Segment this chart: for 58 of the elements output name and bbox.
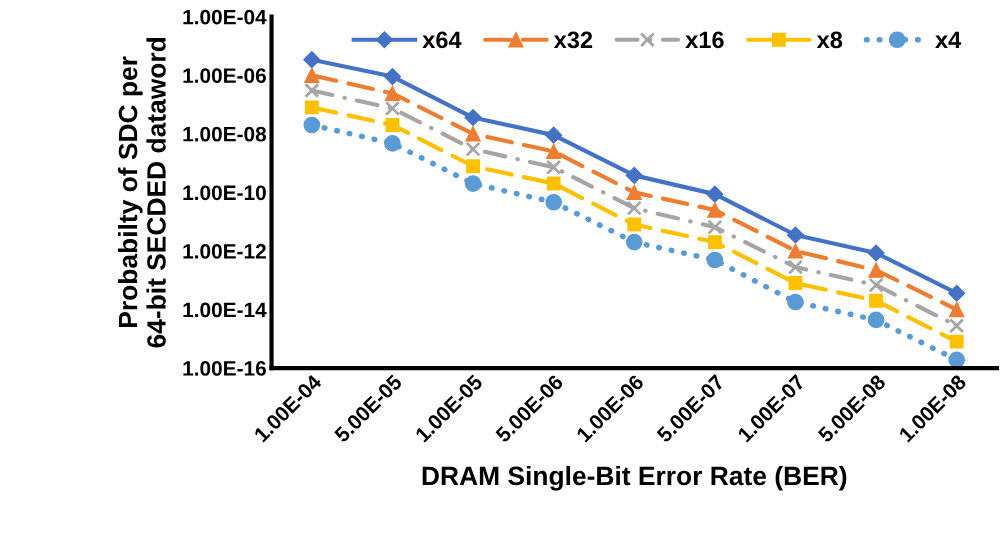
point bbox=[384, 135, 401, 152]
point bbox=[868, 262, 884, 278]
point bbox=[545, 193, 562, 211]
point bbox=[465, 141, 481, 157]
point bbox=[786, 226, 805, 244]
point bbox=[464, 108, 482, 127]
y-tick-label: 1.00E-08 bbox=[183, 126, 267, 142]
point bbox=[949, 301, 965, 318]
point bbox=[384, 85, 401, 102]
point bbox=[626, 184, 642, 201]
y-tick-label: 1.00E-14 bbox=[183, 302, 267, 318]
point bbox=[867, 311, 885, 329]
point bbox=[546, 159, 562, 175]
point bbox=[304, 82, 320, 99]
point bbox=[465, 126, 481, 142]
point bbox=[303, 116, 321, 134]
point bbox=[625, 166, 643, 184]
point bbox=[546, 176, 561, 191]
point bbox=[464, 175, 482, 192]
x-axis-title: DRAM Single-Bit Error Rate (BER) bbox=[422, 465, 847, 491]
point bbox=[707, 219, 723, 235]
point bbox=[304, 67, 320, 83]
y-tick-label: 1.00E-12 bbox=[183, 243, 266, 259]
point bbox=[545, 126, 563, 144]
y-tick-label: 1.00E-16 bbox=[183, 361, 266, 376]
point bbox=[949, 318, 965, 334]
point bbox=[384, 100, 401, 116]
point bbox=[788, 276, 803, 291]
y-tick-label: 1.00E-10 bbox=[183, 185, 266, 201]
point bbox=[383, 68, 402, 86]
point bbox=[868, 277, 884, 293]
y-tick-label: 1.00E-06 bbox=[183, 68, 266, 83]
point bbox=[707, 202, 723, 218]
point bbox=[707, 235, 722, 250]
point bbox=[385, 118, 400, 132]
point bbox=[949, 334, 964, 349]
point bbox=[546, 143, 562, 160]
point bbox=[304, 100, 319, 115]
point bbox=[625, 233, 643, 251]
point bbox=[787, 293, 804, 311]
point bbox=[787, 243, 804, 259]
y-axis-title: Probabilty of SDC per 64-bit SECDED dataword bbox=[118, 37, 166, 348]
point bbox=[869, 293, 884, 308]
point bbox=[948, 284, 966, 302]
legend-label: x16 bbox=[685, 31, 724, 49]
y-tick-label: 1.00E-04 bbox=[183, 9, 267, 25]
point bbox=[787, 259, 804, 275]
point bbox=[303, 51, 321, 69]
point bbox=[706, 251, 724, 269]
point bbox=[706, 185, 724, 203]
legend-label: x4 bbox=[935, 31, 962, 49]
point bbox=[867, 244, 885, 262]
legend-label: x32 bbox=[553, 31, 593, 49]
point bbox=[466, 159, 481, 174]
legend-label: x64 bbox=[422, 31, 462, 49]
point bbox=[626, 200, 642, 216]
point bbox=[627, 217, 642, 232]
legend-label: x8 bbox=[816, 31, 843, 49]
